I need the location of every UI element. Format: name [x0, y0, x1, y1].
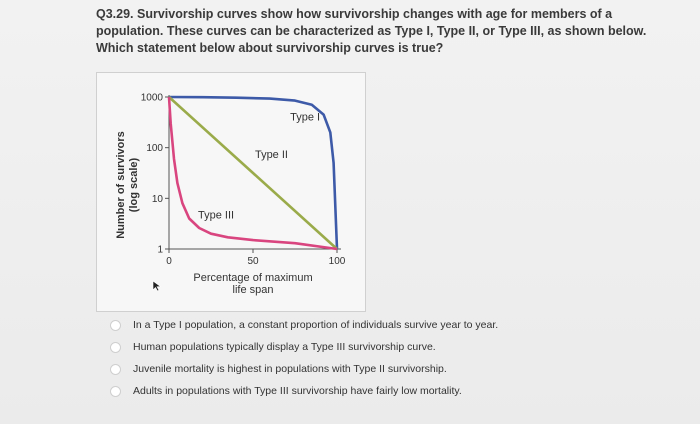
answer-options: In a Type I population, a constant propo…	[110, 314, 670, 402]
answer-option-4[interactable]: Adults in populations with Type III surv…	[110, 380, 670, 402]
chart-labels: 1000 100 10 10 50 100 Type I Type II Type III Per…	[115, 93, 346, 297]
x-tick-label: 0	[166, 256, 172, 267]
x-tick-label: 100	[329, 256, 346, 267]
series-label-type-ii: Type II	[255, 149, 288, 161]
radio-button-3[interactable]	[110, 363, 121, 375]
answer-text-2: Human populations typically display a Ty…	[133, 341, 436, 353]
series-label-type-i: Type I	[290, 112, 320, 124]
y-tick-label: 100	[146, 143, 163, 154]
x-tick-label: 50	[247, 256, 259, 267]
radio-button-4[interactable]	[110, 385, 121, 397]
x-axis-label: Percentage of maximum life span	[193, 272, 312, 296]
survivorship-figure: 1000 100 10 1 0 50 100 Type I Type II Type III Per…	[96, 72, 366, 312]
radio-button-1[interactable]	[110, 319, 121, 331]
y-tick-label: 10	[152, 194, 164, 205]
curve-type-i	[168, 95, 339, 250]
answer-option-1[interactable]: In a Type I population, a constant propo…	[110, 314, 670, 336]
chart-curves	[167, 95, 339, 251]
mouse-cursor-icon	[152, 280, 162, 292]
curve-type-iii	[167, 96, 338, 251]
y-tick-label: 1000	[141, 93, 164, 104]
answer-option-2[interactable]: Human populations typically display a Ty…	[110, 336, 670, 358]
survivorship-chart: 1000 100 10 10 50 100 Type I Type II Type III Per…	[115, 93, 346, 297]
answer-text-4: Adults in populations with Type III surv…	[133, 385, 462, 397]
curve-type-ii	[168, 96, 338, 250]
answer-text-1: In a Type I population, a constant propo…	[133, 319, 499, 331]
y-axis-label: Number of survivors(log scale)	[115, 131, 140, 239]
radio-button-2[interactable]	[110, 341, 121, 353]
question-text: Q3.29. Survivorship curves show how surv…	[96, 7, 647, 55]
series-label-type-iii: Type III	[198, 209, 234, 221]
answer-text-3: Juvenile mortality is highest in populat…	[133, 363, 447, 375]
y-tick-label: 1	[157, 245, 163, 256]
answer-option-3[interactable]: Juvenile mortality is highest in populat…	[110, 358, 670, 380]
chart-axes	[165, 95, 341, 253]
